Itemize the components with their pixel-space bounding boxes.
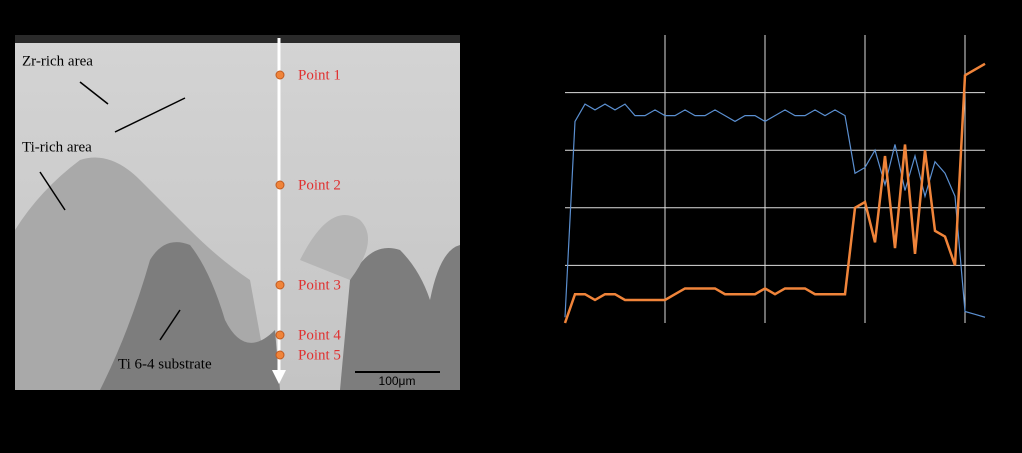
ti-rich-region xyxy=(300,215,368,280)
pointer xyxy=(39,171,66,211)
point-marker xyxy=(275,350,285,360)
point-label: Point 5 xyxy=(298,347,341,363)
series-line xyxy=(563,62,986,324)
point-marker xyxy=(275,70,285,80)
point-label: Point 3 xyxy=(298,277,341,293)
substrate-region xyxy=(340,245,460,390)
annotation: Zr-rich area xyxy=(22,53,93,69)
point-marker xyxy=(275,280,285,290)
point-marker xyxy=(275,180,285,190)
point-label: Point 4 xyxy=(298,327,341,343)
scale-label: 100μm xyxy=(379,374,416,388)
edge xyxy=(15,35,460,43)
pointer xyxy=(79,81,109,105)
substrate-region xyxy=(100,242,280,390)
pointer xyxy=(114,97,186,133)
point-label: Point 1 xyxy=(298,67,341,83)
annotation: Ti 6-4 substrate xyxy=(118,356,212,372)
series-line xyxy=(564,103,986,318)
annotation: Ti-rich area xyxy=(22,139,92,155)
pointer xyxy=(159,309,181,341)
point-label: Point 2 xyxy=(298,177,341,193)
sem-image: Zr-rich area Ti-rich area Ti 6-4 substra… xyxy=(15,35,460,390)
point-marker xyxy=(275,330,285,340)
arrow-head xyxy=(272,370,286,384)
